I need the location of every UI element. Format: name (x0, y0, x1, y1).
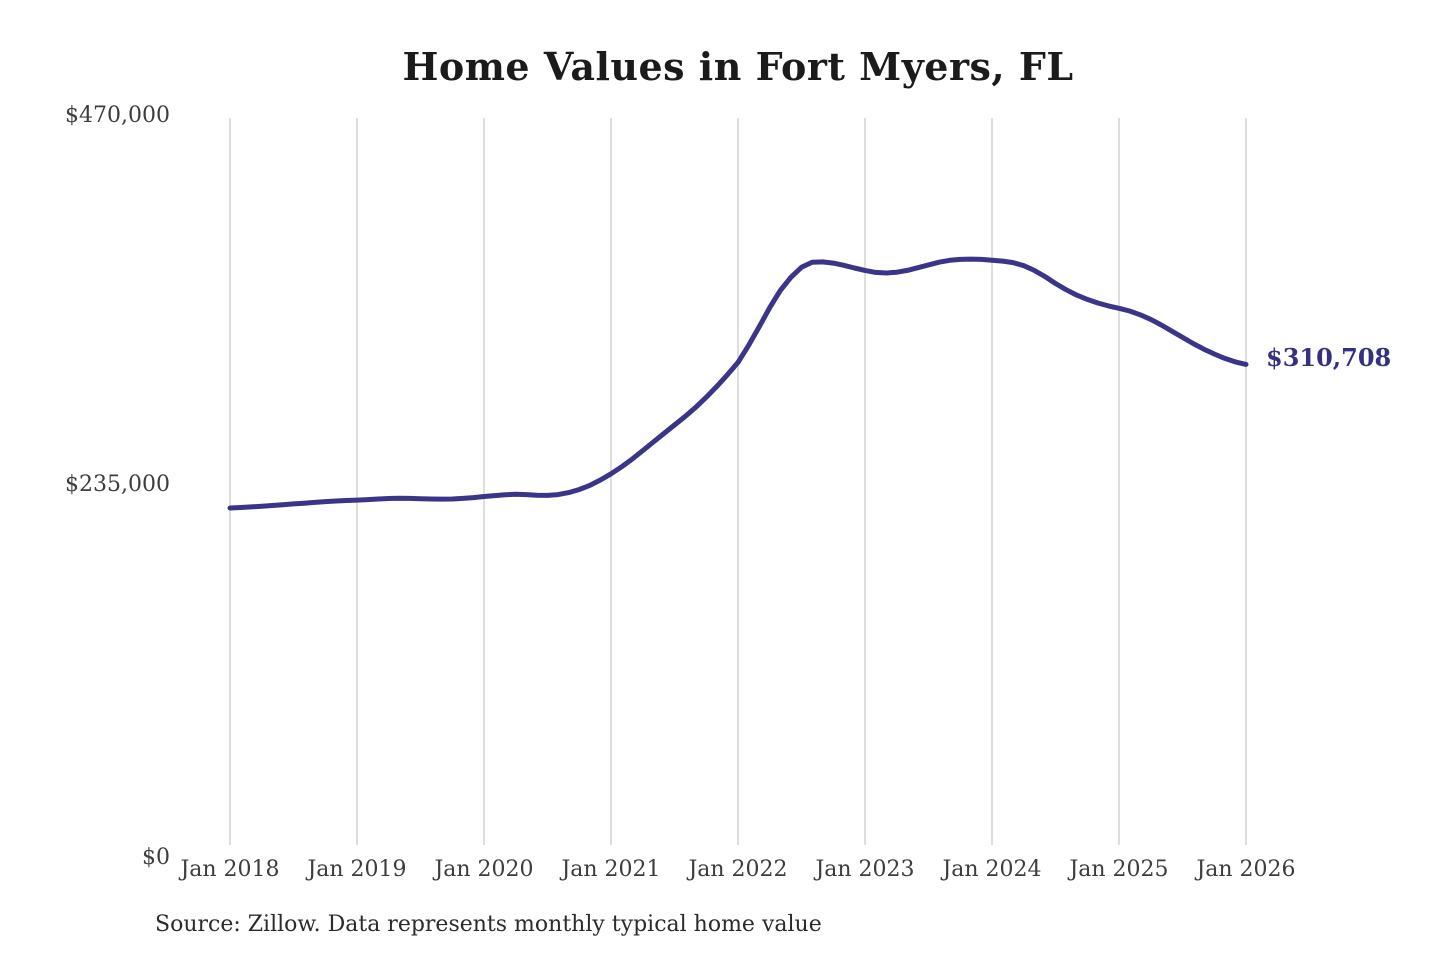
y-axis-tick-470000: $470,000 (65, 103, 170, 128)
x-axis-tick-jan-2021: Jan 2021 (561, 857, 661, 882)
x-axis-tick-jan-2020: Jan 2020 (434, 857, 534, 882)
latest-value-label: $310,708 (1266, 343, 1392, 372)
source-note: Source: Zillow. Data represents monthly … (155, 912, 822, 937)
x-axis-tick-jan-2019: Jan 2019 (307, 857, 407, 882)
home-value-line (227, 256, 1249, 511)
x-axis-tick-jan-2024: Jan 2024 (942, 857, 1042, 882)
x-axis-tick-jan-2018: Jan 2018 (180, 857, 280, 882)
x-axis-tick-jan-2022: Jan 2022 (688, 857, 788, 882)
y-axis-tick-235000: $235,000 (65, 472, 170, 497)
chart-title: Home Values in Fort Myers, FL (402, 44, 1074, 89)
x-axis-tick-jan-2026: Jan 2026 (1196, 857, 1296, 882)
y-axis-tick-0: $0 (142, 845, 170, 870)
x-axis-tick-jan-2025: Jan 2025 (1069, 857, 1169, 882)
x-axis-tick-jan-2023: Jan 2023 (815, 857, 915, 882)
